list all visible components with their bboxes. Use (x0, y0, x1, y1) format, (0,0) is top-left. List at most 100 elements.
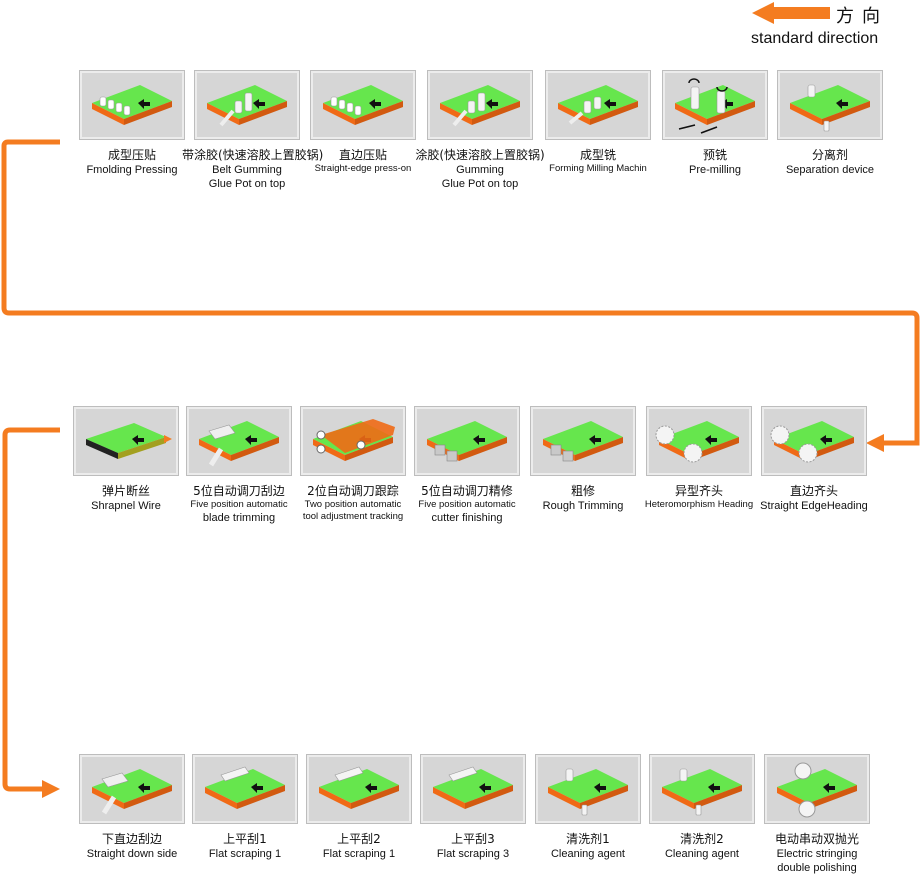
process-step-label-cn: 上平刮3 (451, 832, 495, 846)
process-step-label-en: Five position automatic (190, 499, 288, 510)
process-step-labels: 涂胶(快速溶胶上置胶锅) Gumming Glue Pot on top (415, 147, 545, 191)
polishing-icon (777, 762, 857, 818)
flow-arrowhead-row2 (866, 434, 884, 452)
process-step-label-cn: 电动串动双抛光 (774, 832, 859, 846)
process-step-label-cn: 分离剂 (811, 148, 848, 162)
process-step-illustration (307, 755, 411, 823)
process-step-labels: 上平刮1 Flat scraping 1 (180, 831, 310, 861)
spray-icon (790, 84, 870, 132)
flow-line-row2-to-row3 (2, 427, 60, 792)
process-step-labels: 异型齐头 Heteromorphism Heading (634, 483, 764, 511)
process-step-illustration (195, 71, 299, 139)
process-step-label-en: double polishing (777, 862, 857, 874)
process-step-label-cn: 5位自动调刀精修 (421, 484, 513, 498)
arrow-left-icon (752, 2, 830, 24)
process-step-illustration (647, 407, 751, 475)
milling-icon (558, 85, 638, 125)
process-step-label-cn: 粗修 (570, 484, 595, 498)
process-step-illustration (531, 407, 635, 475)
process-step-labels: 上平刮2 Flat scraping 1 (294, 831, 424, 861)
process-step-illustration (415, 407, 519, 475)
process-step-labels: 2位自动调刀跟踪 Two position automatic tool adjus… (288, 483, 418, 523)
process-step-label-cn: 成型压贴 (107, 148, 156, 162)
process-step-illustration (663, 71, 767, 139)
tracking-icon (313, 419, 395, 461)
cutter-icon (427, 421, 507, 462)
process-step-label-cn: 5位自动调刀刮边 (193, 484, 285, 498)
process-step-illustration (421, 755, 525, 823)
process-step-illustration (762, 407, 866, 475)
saw-icon (770, 421, 854, 463)
process-step-illustration (546, 71, 650, 139)
process-step-label-en: Cleaning agent (664, 848, 739, 860)
process-step-labels: 5位自动调刀刮边 Five position automatic blade tri… (174, 483, 304, 525)
process-step-label-en: blade trimming (202, 512, 276, 524)
rollers-icon (92, 85, 172, 125)
flat-scraper-icon (205, 766, 285, 809)
process-step-illustration (765, 755, 869, 823)
process-step-label-cn: 上平刮1 (223, 832, 267, 846)
process-step-label-cn: 成型铣 (579, 148, 616, 162)
process-step-illustration (778, 71, 882, 139)
process-step-label-cn: 直边压贴 (338, 148, 387, 162)
process-step-label-cn: 清洗剂2 (680, 832, 724, 846)
process-step-labels: 成型压贴 Fmolding Pressing (67, 147, 197, 177)
flat-scraper-icon (433, 766, 513, 809)
scraper-icon (92, 769, 172, 815)
process-step-label-cn: 预铣 (702, 148, 727, 162)
process-step-label-en: tool adjustment tracking (302, 511, 404, 522)
process-step-label-en: Two position automatic (304, 499, 402, 510)
process-step-label-en: Shrapnel Wire (91, 500, 161, 512)
process-step-illustration (74, 407, 178, 475)
process-step-label-cn: 直边齐头 (789, 484, 838, 498)
process-step-label-en: Forming Milling Machin (549, 163, 647, 174)
process-step-label-en: Electric stringing (776, 848, 858, 860)
spray-icon (548, 768, 628, 816)
process-step-labels: 分离剂 Separation device (765, 147, 895, 177)
process-step-label-en: Flat scraping 1 (322, 848, 396, 860)
process-step-labels: 弹片断丝 Shrapnel Wire (61, 483, 191, 513)
spray-icon (662, 768, 742, 816)
process-step-label-en: Flat scraping 3 (436, 848, 510, 860)
cutter-icon (543, 421, 623, 462)
pre-milling-icon (675, 78, 755, 134)
process-step-label-en: cutter finishing (431, 512, 503, 524)
process-step-label-en: Flat scraping 1 (208, 848, 282, 860)
process-step-label-cn: 带涂胶(快速溶胶上置胶锅) (182, 148, 324, 162)
process-step-labels: 成型铣 Forming Milling Machin (533, 147, 663, 175)
direction-legend: 方向 standard direction (748, 0, 924, 56)
process-step-illustration (301, 407, 405, 475)
process-step-label-cn: 2位自动调刀跟踪 (307, 484, 399, 498)
process-step-illustration (650, 755, 754, 823)
process-step-labels: 粗修 Rough Trimming (518, 483, 648, 513)
process-step-label-cn: 异型齐头 (674, 484, 723, 498)
process-step-illustration (187, 407, 291, 475)
process-step-illustration (80, 71, 184, 139)
process-step-label-en: Belt Gumming (212, 164, 282, 176)
process-step-label-cn: 下直边刮边 (101, 832, 162, 846)
process-step-labels: 预铣 Pre-milling (650, 147, 780, 177)
process-step-labels: 带涂胶(快速溶胶上置胶锅) Belt Gumming Glue Pot on top (182, 147, 324, 191)
process-step-label-en: Straight-edge press-on (314, 163, 412, 174)
process-step-label-en: Five position automatic (418, 499, 516, 510)
saw-icon (655, 421, 739, 463)
wire-icon (86, 423, 172, 459)
process-step-label-cn: 清洗剂1 (566, 832, 610, 846)
process-step-labels: 清洗剂1 Cleaning agent (523, 831, 653, 861)
process-step-labels: 直边压贴 Straight-edge press-on (298, 147, 428, 175)
process-step-illustration (193, 755, 297, 823)
process-step-label-cn: 上平刮2 (337, 832, 381, 846)
process-step-label-en: Glue Pot on top (441, 178, 519, 190)
process-step-labels: 电动串动双抛光 Electric stringing double polishin… (752, 831, 882, 875)
process-step-label-en: Cleaning agent (550, 848, 625, 860)
process-step-label-en: Glue Pot on top (208, 178, 286, 190)
process-step-label-en: Heteromorphism Heading (644, 499, 754, 510)
flat-scraper-icon (319, 766, 399, 809)
process-step-label-cn: 弹片断丝 (101, 484, 150, 498)
legend-direction-en: standard direction (751, 30, 879, 47)
legend-direction-cn: 方向 (836, 6, 888, 27)
process-step-label-en: Pre-milling (689, 164, 741, 176)
gluing-icon (440, 85, 520, 127)
process-step-label-en: Gumming (456, 164, 504, 176)
gluing-icon (207, 85, 287, 127)
